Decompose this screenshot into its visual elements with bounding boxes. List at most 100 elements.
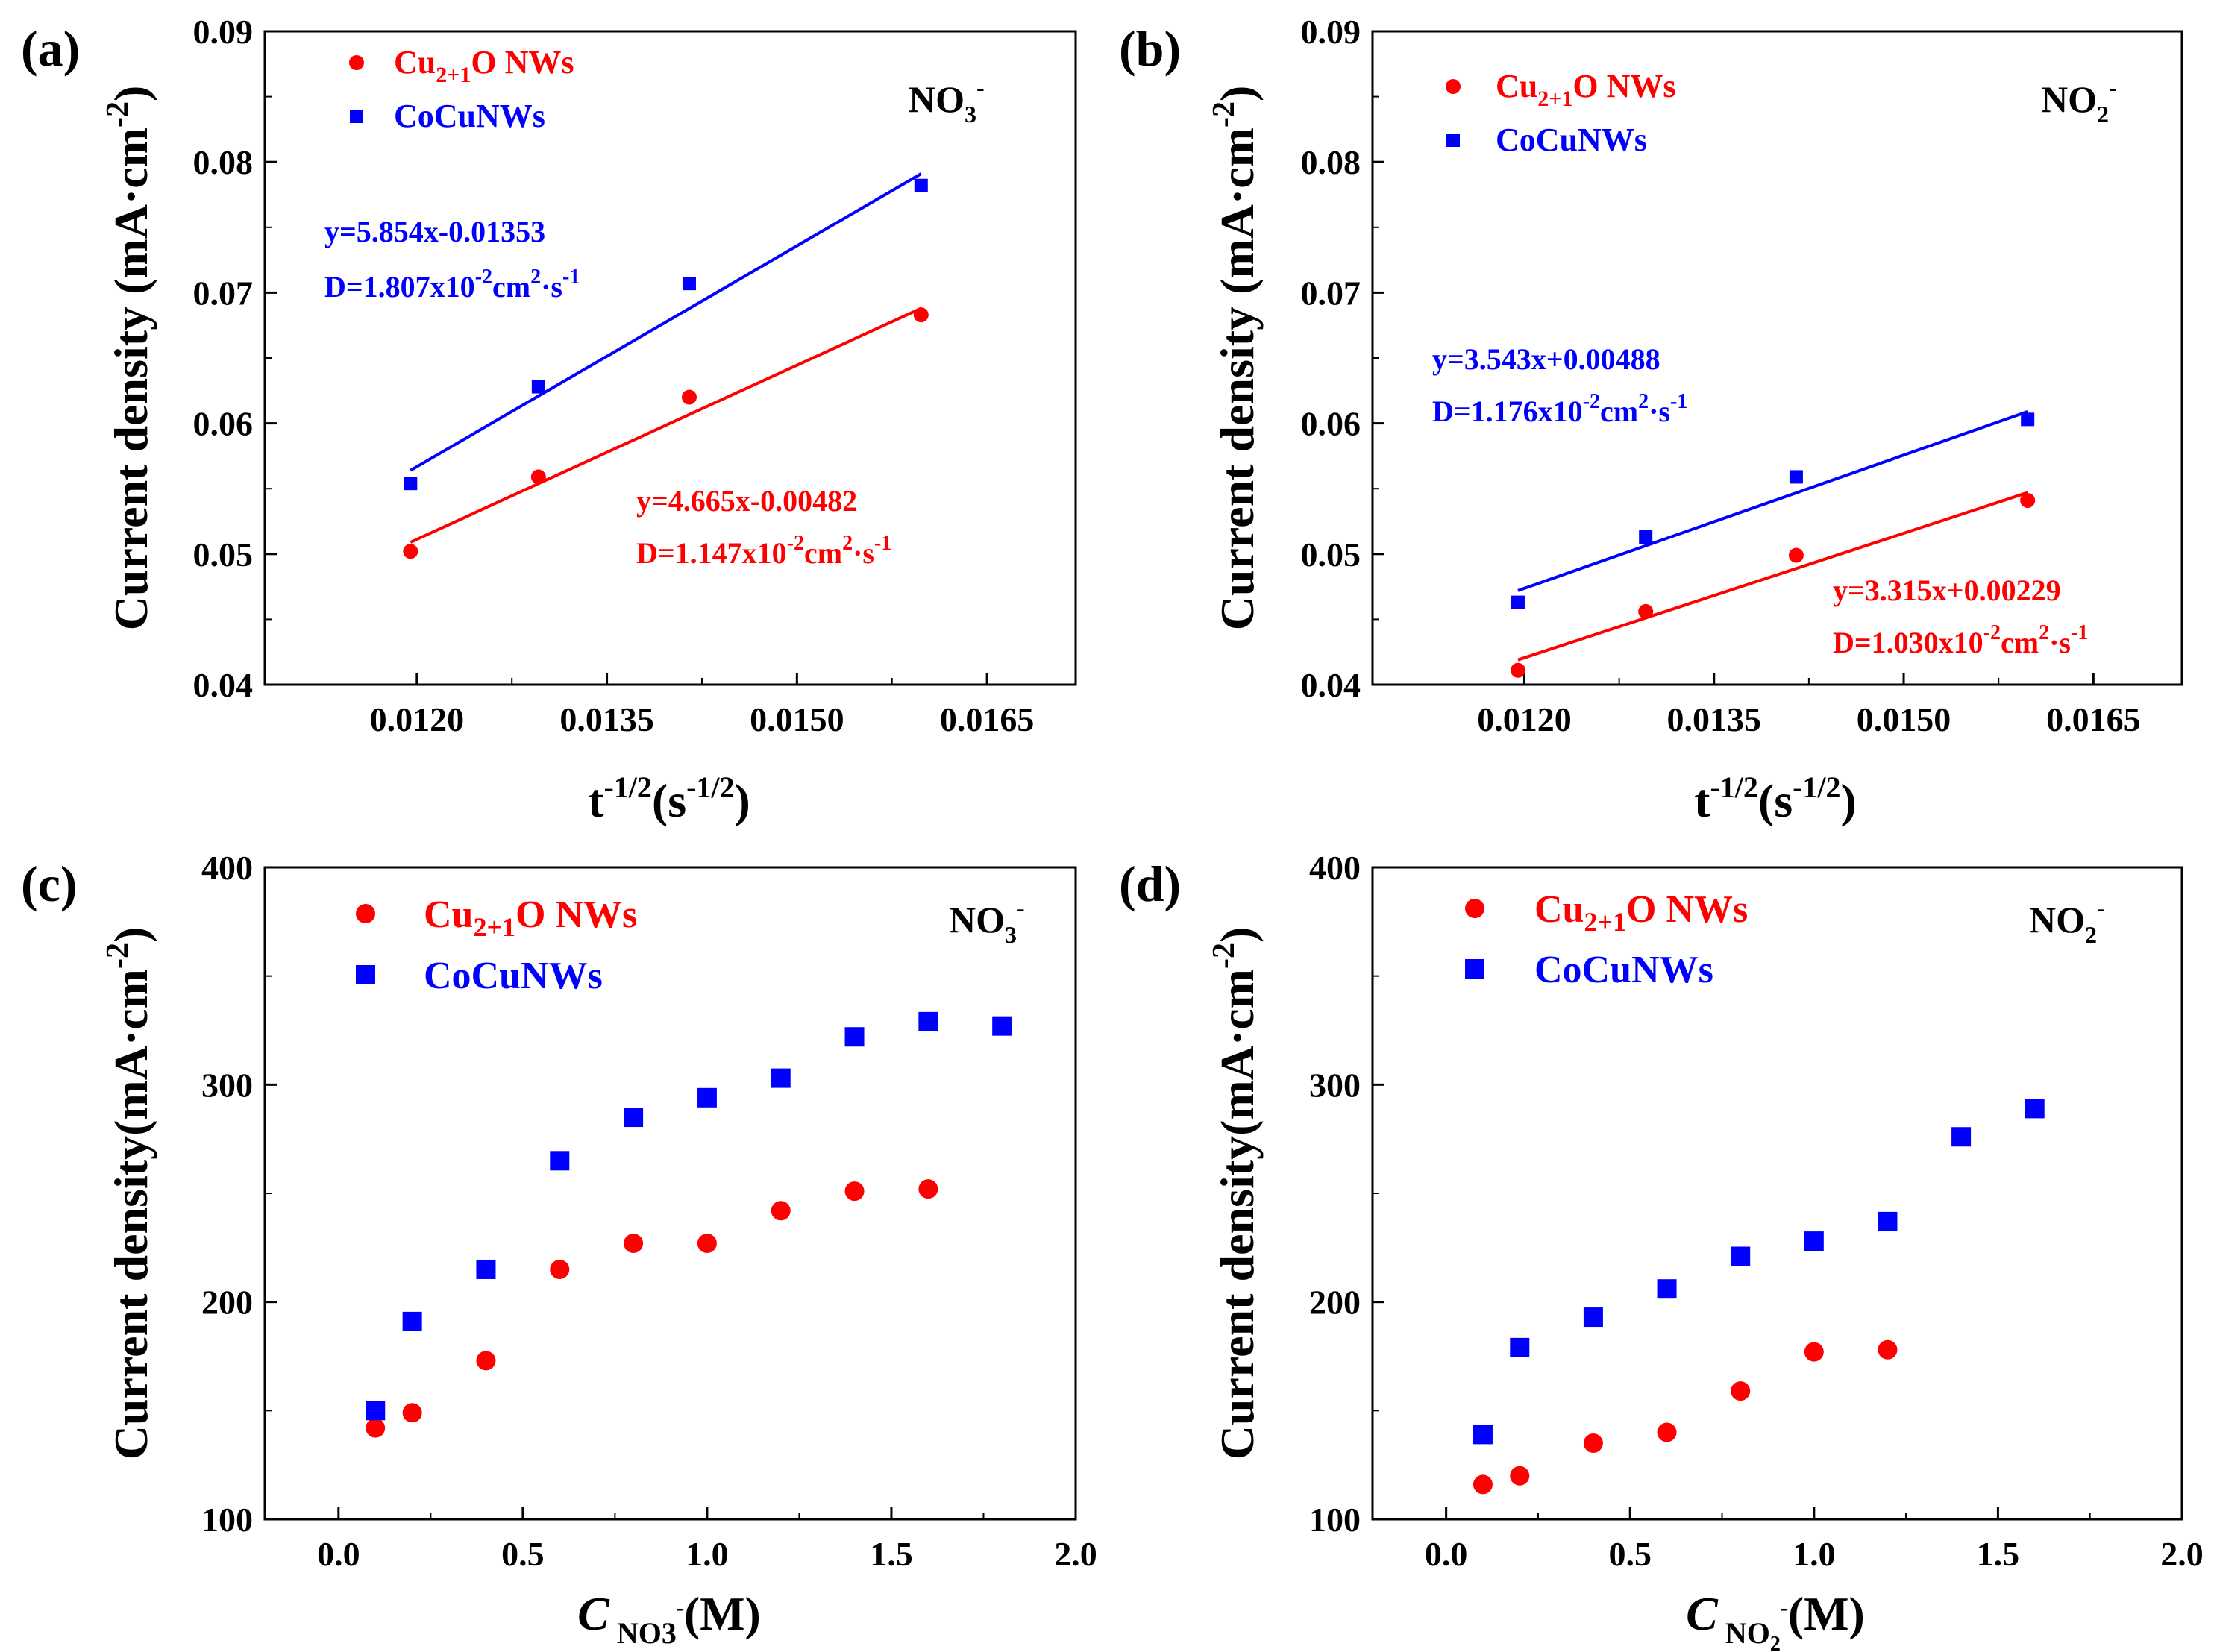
- y-tick-label: 0.07: [193, 274, 254, 312]
- data-point: [2021, 412, 2035, 427]
- x-axis: 0.0 0.5 1.0 1.5 2.0: [1425, 1507, 2204, 1573]
- series-cu2o: [1473, 1339, 1898, 1495]
- legend-marker: [1446, 134, 1460, 147]
- legend-label-sub: 2+1: [473, 912, 515, 942]
- fit-equation: y=3.315x+0.00229: [1833, 574, 2061, 607]
- legend-label-rest: O NWs: [1572, 68, 1675, 104]
- series-cu2o: [366, 1179, 938, 1438]
- data-point: [366, 1418, 386, 1438]
- x-tick-label: 0.0135: [1666, 700, 1761, 738]
- y-axis-title-close: ): [104, 927, 157, 943]
- x-tick-label: 0.0135: [559, 700, 654, 738]
- x-axis-title-unit-close: ): [1841, 774, 1857, 827]
- panel-label: (b): [1119, 20, 1181, 77]
- data-point: [530, 469, 546, 485]
- data-point: [366, 1401, 386, 1421]
- ion-label: NO2-: [2041, 74, 2117, 128]
- ion-label-main: NO: [2029, 899, 2085, 940]
- diffusion-value: D=1.807x10: [324, 270, 475, 304]
- x-axis-title-unit: (M): [684, 1587, 761, 1640]
- y-axis-title-main: Current density (mA·cm: [1211, 128, 1264, 630]
- x-axis-title-sub: NO3: [609, 1616, 677, 1650]
- legend-label: CoCuNWs: [1496, 122, 1647, 158]
- diffusion-unit-exp: 2: [1638, 390, 1649, 413]
- legend-marker: [1465, 899, 1484, 918]
- data-point: [918, 1179, 938, 1199]
- ion-label-sub: 2: [2097, 101, 2109, 128]
- data-point: [1789, 470, 1803, 484]
- legend-label-main: Cu: [394, 44, 436, 81]
- x-tick-label: 1.0: [686, 1535, 729, 1573]
- data-point: [771, 1201, 791, 1221]
- series-cocu: [1511, 412, 2035, 609]
- data-point: [550, 1259, 570, 1279]
- data-point: [918, 1011, 938, 1031]
- diffusion-value: D=1.176x10: [1432, 395, 1583, 428]
- chart-panel-b: 0.0120 0.0135 0.0150 0.0165 0.04 0.05 0.06 0.07…: [1119, 13, 2183, 827]
- x-axis-title-variable: C: [577, 1587, 610, 1640]
- diffusion-exp: -2: [1583, 390, 1600, 413]
- y-axis: 100 200 300 400: [1309, 849, 1384, 1539]
- plot-frame: [1371, 866, 2183, 1521]
- fit-line-cocu: [1517, 409, 2028, 592]
- diffusion-coefficient: D=1.030x10-2cm2·s-1: [1833, 621, 2088, 659]
- chart-panel-a: 0.0120 0.0135 0.0150 0.0165 0.04 0.05 0.06 0.07…: [21, 13, 1077, 827]
- data-point: [403, 544, 418, 559]
- legend-label-main: Cu: [424, 893, 473, 936]
- fit-line-cu2o: [1517, 491, 2028, 662]
- ion-label-sub: 2: [2085, 921, 2097, 948]
- x-tick-label: 1.0: [1793, 1535, 1836, 1573]
- diffusion-coefficient: D=1.807x10-2cm2·s-1: [324, 266, 580, 304]
- data-point: [844, 1027, 865, 1047]
- x-axis-title-sub-sup: -: [1781, 1595, 1788, 1620]
- legend: Cu2+1O NWs CoCuNWs: [1465, 888, 1748, 991]
- legend-marker: [349, 55, 364, 70]
- legend-label-main: Cu: [1496, 68, 1537, 104]
- diffusion-unit-exp: 2: [2039, 621, 2049, 644]
- series-cocu: [366, 1011, 1012, 1421]
- data-point: [2025, 1099, 2045, 1119]
- y-axis: 0.04 0.05 0.06 0.07 0.08 0.09: [193, 13, 277, 704]
- data-point: [550, 1151, 570, 1171]
- data-point: [1638, 603, 1654, 619]
- diffusion-unit-s-exp: -1: [874, 532, 891, 555]
- y-axis-title-close: ): [1211, 927, 1264, 943]
- fit-equation: y=3.543x+0.00488: [1432, 342, 1660, 376]
- legend-label: CoCuNWs: [1534, 949, 1713, 991]
- ion-label: NO3-: [909, 74, 985, 128]
- x-axis: 0.0120 0.0135 0.0150 0.0165: [370, 673, 1034, 738]
- ion-label-sup: -: [1017, 894, 1025, 921]
- diffusion-unit-exp: 2: [842, 532, 853, 555]
- data-point: [1657, 1279, 1677, 1299]
- x-axis-title-unit: (M): [1788, 1587, 1865, 1640]
- data-point: [624, 1108, 644, 1128]
- y-tick-label: 400: [201, 849, 253, 887]
- series-cu2o: [1510, 492, 2036, 678]
- data-point: [1731, 1381, 1751, 1401]
- y-tick-label: 0.04: [193, 666, 254, 704]
- y-axis: 0.04 0.05 0.06 0.07 0.08 0.09: [1301, 13, 1384, 704]
- y-axis-title-main: Current density(mA·cm: [1211, 969, 1264, 1460]
- x-tick-label: 0.5: [501, 1535, 545, 1573]
- x-axis-title-unit-open: (s: [652, 774, 686, 827]
- legend-label-main: CoCuNWs: [424, 955, 603, 997]
- x-axis-title-sub2: 2: [1770, 1633, 1781, 1652]
- data-point: [402, 1311, 422, 1331]
- y-tick-label: 0.06: [193, 405, 254, 443]
- legend: Cu2+1O NWs CoCuNWs: [356, 893, 637, 997]
- y-axis-title: Current density (mA·cm-2): [101, 86, 157, 631]
- data-point: [697, 1087, 717, 1108]
- data-point: [913, 307, 929, 323]
- diffusion-unit-s-exp: -1: [2071, 621, 2088, 644]
- series-cocu: [404, 178, 928, 491]
- fit-line-cocu: [410, 172, 922, 472]
- legend: Cu2+1O NWs CoCuNWs: [349, 44, 574, 134]
- legend-label-main: CoCuNWs: [394, 98, 545, 134]
- diffusion-unit-s-exp: -1: [1670, 390, 1687, 413]
- y-axis-title-sup: -2: [1207, 101, 1241, 128]
- legend: Cu2+1O NWs CoCuNWs: [1446, 68, 1675, 158]
- y-axis-title-sup: -2: [1207, 943, 1241, 969]
- legend-marker: [356, 904, 375, 923]
- data-point: [1510, 662, 1525, 678]
- plot-frame: [263, 866, 1077, 1521]
